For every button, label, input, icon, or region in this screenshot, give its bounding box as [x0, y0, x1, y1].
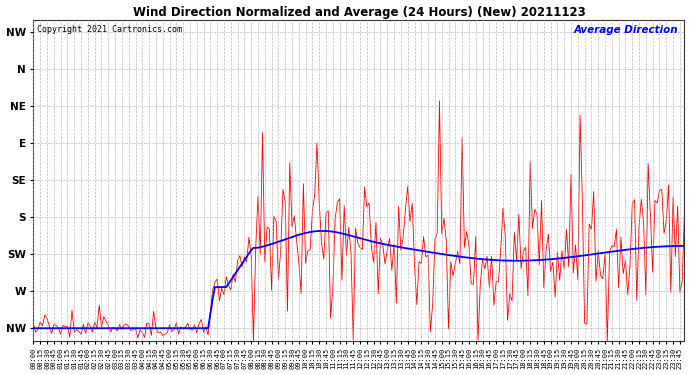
Title: Wind Direction Normalized and Average (24 Hours) (New) 20211123: Wind Direction Normalized and Average (2…: [132, 6, 585, 18]
Text: Copyright 2021 Cartronics.com: Copyright 2021 Cartronics.com: [37, 24, 181, 33]
Text: Average Direction: Average Direction: [573, 24, 678, 34]
